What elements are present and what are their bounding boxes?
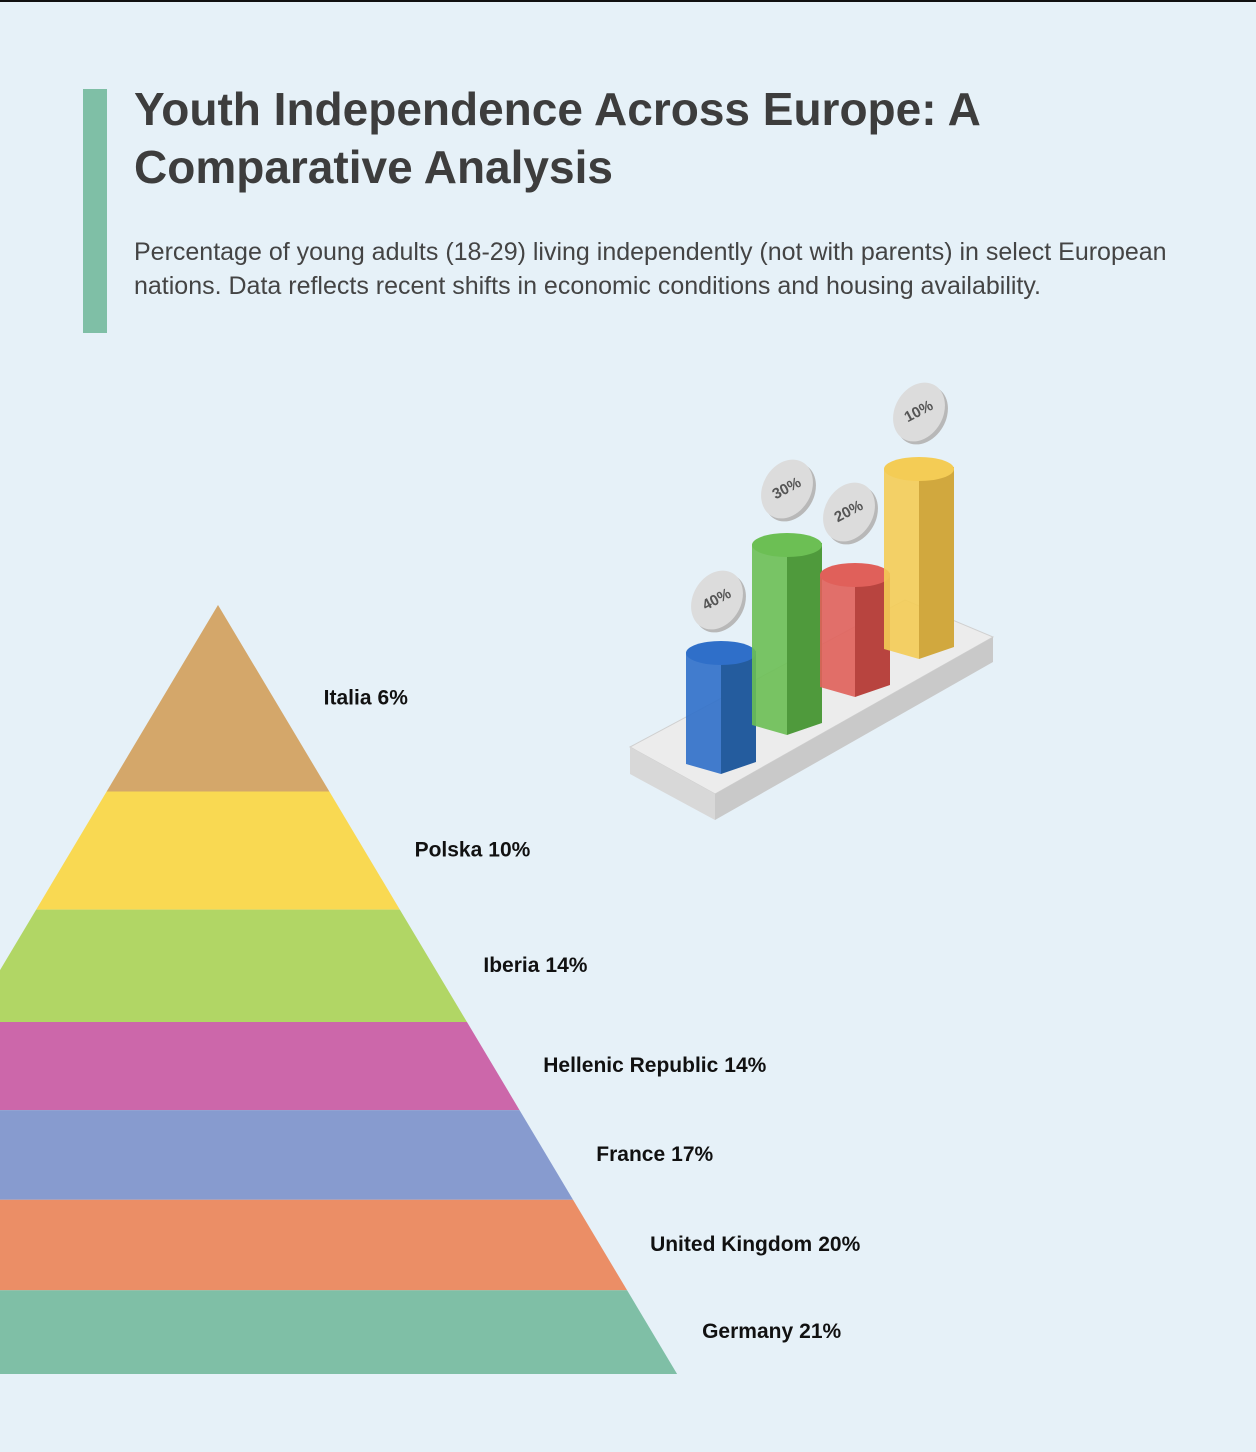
category-name: United Kingdom [650,1233,812,1256]
chart-title: Youth Independence Across Europe: A Comp… [134,83,980,193]
platform-side [715,637,993,820]
band-label: Italia 6% [324,686,409,709]
pyramid-band [0,1022,520,1111]
band-label: United Kingdom 20% [650,1233,861,1256]
prism-top [686,641,756,665]
category-name: Germany [702,1320,793,1343]
prism-face [686,653,721,774]
value-label: 10% [488,838,530,861]
category-name: France [596,1142,665,1165]
badge [823,482,875,542]
pyramid-band [0,1199,628,1291]
category-name: Polska [415,838,483,861]
pyramid-band [0,909,467,1023]
band-label: Hellenic Republic 14% [543,1054,766,1077]
category-name: Italia [324,686,372,709]
prism-top [820,563,890,587]
band-label: Iberia 14% [483,953,587,976]
value-label: 17% [671,1142,713,1165]
value-label: 20% [818,1233,860,1256]
prism-top [884,457,954,481]
band-label: France 17% [596,1142,713,1165]
prism-face [787,543,822,735]
band-label: Germany 21% [702,1320,841,1343]
prism-face [820,575,855,697]
prism-face [855,573,890,697]
value-label: 21% [799,1320,841,1343]
value-label: 14% [724,1054,766,1077]
badge [691,570,743,630]
platform-side [630,747,715,820]
chart-subtitle: Percentage of young adults (18-29) livin… [134,238,1167,300]
prism-face [884,469,919,659]
accent-bar [83,89,107,333]
value-label: 6% [378,686,409,709]
badge [761,459,813,519]
category-name: Hellenic Republic [543,1054,718,1077]
prism-top [752,533,822,557]
value-label: 14% [545,953,587,976]
pyramid-band [0,1290,678,1374]
pyramid-band [0,1110,574,1200]
badge [893,382,945,442]
pyramid-band [106,605,330,792]
category-name: Iberia [483,953,539,976]
prism-face [752,545,787,735]
band-label: Polska 10% [415,838,531,861]
pyramid-band [36,791,400,910]
prism-face [919,467,954,659]
prism-face [721,651,756,774]
illustration: 40%30%20%10% [628,382,995,820]
